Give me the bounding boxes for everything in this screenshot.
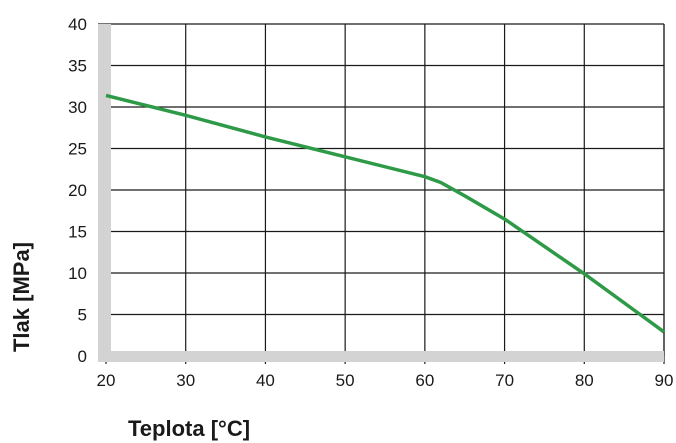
x-tick-label: 30 xyxy=(176,371,195,390)
x-tick-label: 80 xyxy=(575,371,594,390)
y-tick-label: 40 xyxy=(68,15,87,34)
x-tick-label: 70 xyxy=(495,371,514,390)
y-axis-title: Tlak [MPa] xyxy=(9,242,34,352)
left-axis-band xyxy=(98,24,111,362)
x-axis-title: Teplota [°C] xyxy=(128,416,250,441)
y-tick-label: 20 xyxy=(68,181,87,200)
x-tick-label: 50 xyxy=(336,371,355,390)
x-tick-label: 40 xyxy=(256,371,275,390)
y-tick-label: 10 xyxy=(68,264,87,283)
x-tick-labels: 20 30 40 50 60 70 80 90 xyxy=(97,371,674,390)
y-tick-label: 5 xyxy=(78,306,87,325)
horizontal-gridlines xyxy=(98,23,664,357)
y-tick-labels: 0 5 10 15 20 25 30 35 40 xyxy=(68,15,87,366)
series-line xyxy=(105,93,666,334)
series-layer xyxy=(105,93,666,334)
y-tick-label: 30 xyxy=(68,98,87,117)
x-tick-label: 90 xyxy=(655,371,674,390)
bottom-axis-band xyxy=(98,351,664,362)
y-tick-label: 15 xyxy=(68,223,87,242)
y-tick-label: 25 xyxy=(68,140,87,159)
y-tick-label: 0 xyxy=(78,347,87,366)
x-tick-label: 20 xyxy=(97,371,116,390)
x-tick-label: 60 xyxy=(415,371,434,390)
y-tick-label: 35 xyxy=(68,57,87,76)
